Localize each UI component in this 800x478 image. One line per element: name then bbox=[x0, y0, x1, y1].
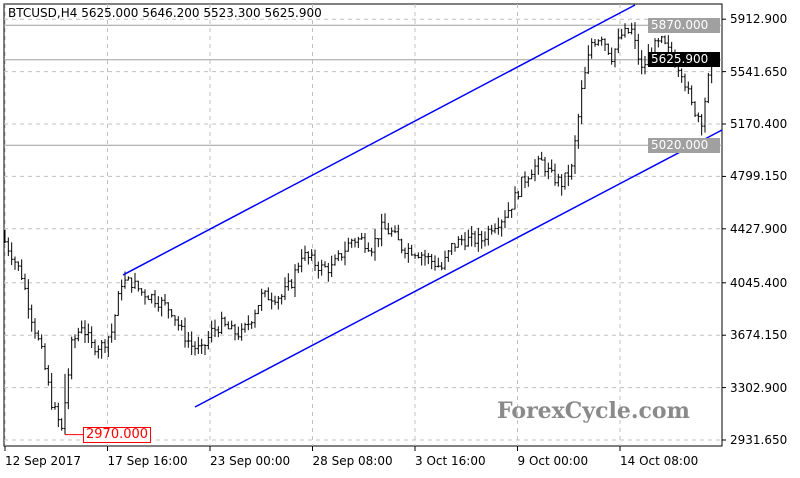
x-tick-label: 12 Sep 2017 bbox=[5, 454, 82, 468]
y-tick-label: 5541.650 bbox=[730, 64, 788, 79]
resistance-level-tag: 5870.000 bbox=[648, 17, 720, 33]
low-price-label: 2970.000 bbox=[83, 427, 152, 443]
y-tick-label: 5170.400 bbox=[730, 117, 788, 131]
y-tick-label: 4045.400 bbox=[730, 275, 788, 290]
symbol: BTCUSD,H4 bbox=[8, 6, 78, 20]
open-value: 5625.000 bbox=[81, 6, 139, 20]
y-tick-label: 2931.650 bbox=[730, 433, 788, 447]
x-tick-label: 14 Oct 08:00 bbox=[620, 454, 699, 468]
support-level-tag: 5020.000 bbox=[648, 137, 720, 153]
plot-frame bbox=[3, 3, 723, 447]
x-tick-label: 17 Sep 16:00 bbox=[107, 454, 188, 468]
x-tick-label: 9 Oct 00:00 bbox=[517, 454, 589, 468]
low-value: 5523.300 bbox=[203, 6, 261, 20]
y-tick-label: 3674.150 bbox=[730, 328, 788, 343]
y-tick-label: 5912.900 bbox=[730, 12, 788, 27]
chart-header: BTCUSD,H4 5625.000 5646.200 5523.300 562… bbox=[8, 6, 322, 20]
x-tick-label: 3 Oct 16:00 bbox=[415, 454, 486, 468]
high-value: 5646.200 bbox=[142, 6, 200, 20]
lower-channel-line bbox=[194, 129, 723, 408]
x-tick-label: 23 Sep 00:00 bbox=[210, 454, 291, 468]
upper-channel-line bbox=[122, 4, 636, 276]
x-tick-label: 28 Sep 08:00 bbox=[312, 454, 393, 468]
y-tick-label: 4427.900 bbox=[730, 221, 788, 236]
y-tick-label: 3302.900 bbox=[730, 380, 788, 395]
watermark: ForexCycle.com bbox=[497, 398, 690, 424]
y-tick-label: 4799.150 bbox=[730, 169, 788, 184]
close-value: 5625.900 bbox=[264, 6, 322, 20]
current-price-tag: 5625.900 bbox=[648, 52, 720, 68]
